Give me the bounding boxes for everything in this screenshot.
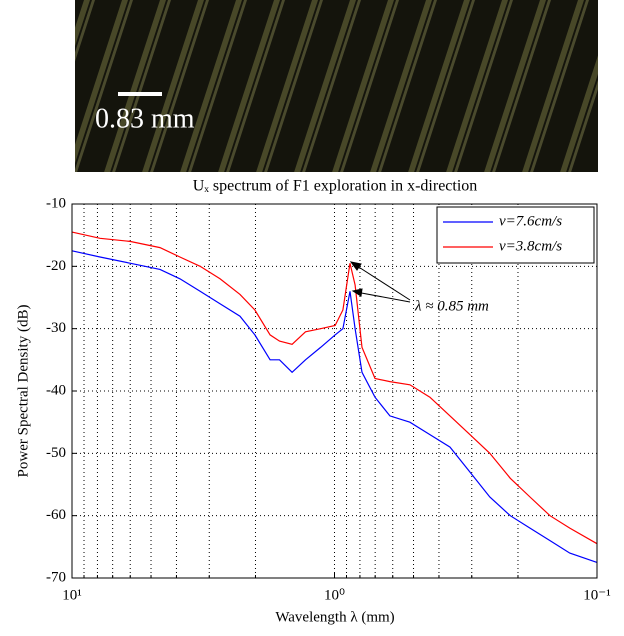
plot bbox=[71, 203, 598, 579]
y-tick-label: -50 bbox=[46, 445, 66, 461]
x-axis-label: Wavelength λ (mm) bbox=[275, 609, 394, 625]
y-tick-label: -40 bbox=[46, 382, 66, 398]
legend-box bbox=[436, 206, 595, 264]
y-tick-label: -30 bbox=[46, 320, 66, 336]
x-tick-label: 10⁻¹ bbox=[583, 587, 610, 603]
y-axis-label: Power Spectral Density (dB) bbox=[15, 305, 31, 478]
legend-label: v=7.6cm/s bbox=[499, 213, 562, 229]
x-tick-label: 10⁰ bbox=[324, 587, 345, 603]
annotation: λ ≈ 0.85 mm bbox=[414, 298, 489, 314]
y-tick-label: -70 bbox=[46, 569, 66, 585]
legend-label: v=3.8cm/s bbox=[499, 238, 562, 254]
annotation-arrows bbox=[349, 261, 411, 303]
photo bbox=[75, 0, 598, 172]
series-line bbox=[71, 250, 598, 563]
series-line bbox=[71, 231, 598, 545]
scale-label: 0.83 mm bbox=[95, 103, 195, 134]
chart-title: Uₓ spectrum of F1 exploration in x-direc… bbox=[193, 178, 478, 195]
y-tick-label: -10 bbox=[46, 195, 66, 211]
y-tick-label: -60 bbox=[46, 507, 66, 523]
y-tick-label: -20 bbox=[46, 258, 66, 274]
x-tick-label: 10¹ bbox=[62, 587, 82, 603]
